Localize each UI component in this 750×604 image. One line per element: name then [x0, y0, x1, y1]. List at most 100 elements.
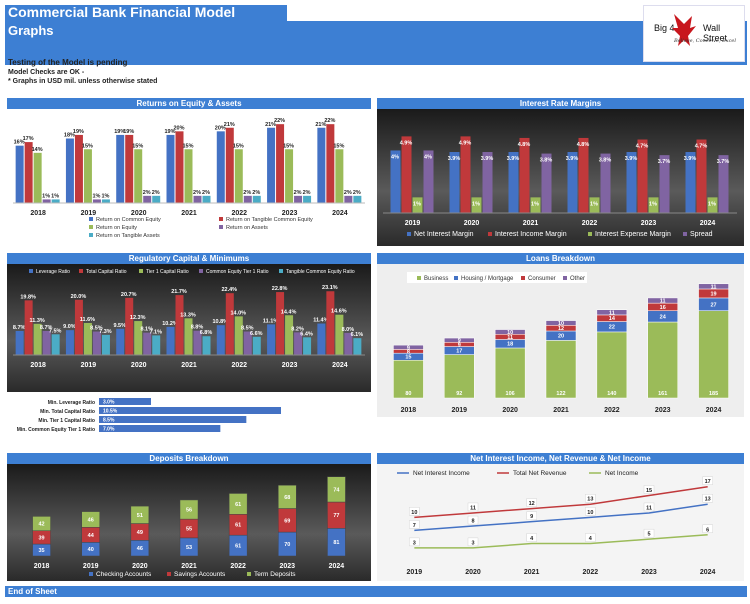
- data-label: 3.8%: [540, 158, 553, 164]
- data-label: 185: [709, 391, 718, 397]
- data-label: 19: [711, 291, 717, 297]
- data-label: 21.7%: [171, 289, 187, 295]
- data-label: 7: [413, 523, 416, 529]
- bar: [317, 127, 326, 203]
- bar: [33, 323, 42, 355]
- bar: [344, 332, 353, 355]
- bar: [589, 197, 600, 213]
- data-label: 55: [186, 526, 192, 532]
- legend-label: Spread: [690, 231, 713, 238]
- tick-label: 2022: [231, 362, 247, 369]
- bar: [294, 332, 303, 355]
- data-label: 8.2%: [291, 326, 304, 332]
- data-label: 20: [558, 334, 564, 340]
- legend-swatch: [521, 276, 525, 280]
- tick-label: 2021: [181, 362, 197, 369]
- bar: [92, 199, 101, 203]
- data-label-box: [585, 533, 596, 542]
- bar: [482, 152, 493, 213]
- stacked-bar-segment: [494, 329, 526, 335]
- data-label: 46: [88, 517, 94, 523]
- data-label: 12: [529, 501, 535, 507]
- tick-label: 2022: [230, 563, 246, 570]
- data-label: 1%: [92, 193, 100, 199]
- bar: [152, 195, 161, 203]
- data-label: 122: [556, 391, 565, 397]
- legend-label: Return on Common Equity: [96, 217, 161, 223]
- data-label: 80: [405, 391, 411, 397]
- bar: [134, 321, 143, 355]
- data-label: 81: [333, 540, 339, 546]
- data-label: 11.3%: [29, 318, 44, 324]
- data-label: 3.7%: [717, 159, 730, 165]
- bar: [718, 155, 729, 213]
- bar: [33, 152, 42, 203]
- data-label: 11: [470, 505, 476, 511]
- data-label: 2%: [344, 190, 352, 196]
- legend-label: Net Interest Income: [413, 470, 470, 477]
- tick-label: 2021: [553, 407, 569, 414]
- data-label: 6.4%: [300, 331, 313, 337]
- minimum-bar: [99, 398, 151, 405]
- bar: [659, 155, 670, 213]
- minimum-label: Min. Tier 1 Capital Ratio: [38, 418, 95, 424]
- bar: [152, 335, 161, 355]
- legend-swatch: [247, 572, 251, 576]
- minimum-value: 8.5%: [103, 418, 115, 424]
- data-label: 11: [660, 299, 666, 305]
- data-label: 4.9%: [400, 140, 413, 146]
- bar: [51, 334, 60, 355]
- data-label: 11: [711, 284, 717, 290]
- tick-label: 2022: [583, 569, 599, 576]
- bar: [175, 131, 184, 203]
- data-label: 56: [186, 508, 192, 514]
- stacked-bar-segment: [393, 344, 424, 350]
- data-label: 11.6%: [80, 317, 95, 323]
- units-line: * Graphs in USD mil. unless otherwise st…: [8, 78, 158, 85]
- legend-label: Net Interest Margin: [414, 231, 474, 238]
- data-label: 61: [235, 544, 241, 550]
- data-label: 19%: [114, 129, 125, 135]
- legend-label: Return on Equity: [96, 225, 137, 231]
- loans-chart: Business Housing / Mortgage Consumer Other 8…: [393, 272, 729, 414]
- data-label: 77: [333, 513, 339, 519]
- bar: [578, 137, 589, 213]
- interest-margin-title: Interest Rate Margins: [377, 98, 744, 109]
- bar: [234, 149, 243, 203]
- data-label: 7.3%: [99, 329, 112, 335]
- bar: [541, 153, 552, 213]
- tick-label: 2019: [83, 563, 99, 570]
- data-label: 4.7%: [636, 144, 649, 150]
- data-label: 53: [186, 545, 192, 551]
- stacked-bar-segment: [647, 297, 678, 304]
- data-label: 16: [660, 305, 666, 311]
- bar: [243, 331, 252, 355]
- deposits-panel: Deposits Breakdown 35 39 42 2018 40 44 46 2019 4…: [7, 453, 371, 581]
- bar: [166, 326, 175, 355]
- bar: [74, 134, 83, 203]
- data-label: 21%: [265, 122, 276, 128]
- data-label: 18: [507, 342, 513, 348]
- data-label: 3.9%: [481, 156, 494, 162]
- bar: [317, 323, 326, 355]
- bar: [707, 197, 718, 213]
- bar: [42, 199, 51, 203]
- data-label: 10: [507, 330, 513, 336]
- status-line: Testing of the Model is pending: [8, 58, 128, 67]
- bar: [326, 124, 335, 203]
- data-label: 11: [609, 310, 615, 316]
- tick-label: 2024: [332, 210, 348, 217]
- data-label: 61: [235, 523, 241, 529]
- data-label-box: [643, 528, 655, 538]
- minimum-bar: [99, 407, 281, 414]
- bar: [116, 134, 125, 203]
- tick-label: 2020: [131, 210, 147, 217]
- data-label: 8.8%: [191, 325, 204, 331]
- data-label: 8.5%: [241, 326, 254, 332]
- data-label-box: [526, 533, 537, 542]
- data-label: 2%: [353, 190, 361, 196]
- bar: [125, 134, 134, 203]
- stacked-bar-segment: [327, 476, 346, 503]
- tick-label: 2024: [332, 362, 348, 369]
- bar: [648, 197, 659, 213]
